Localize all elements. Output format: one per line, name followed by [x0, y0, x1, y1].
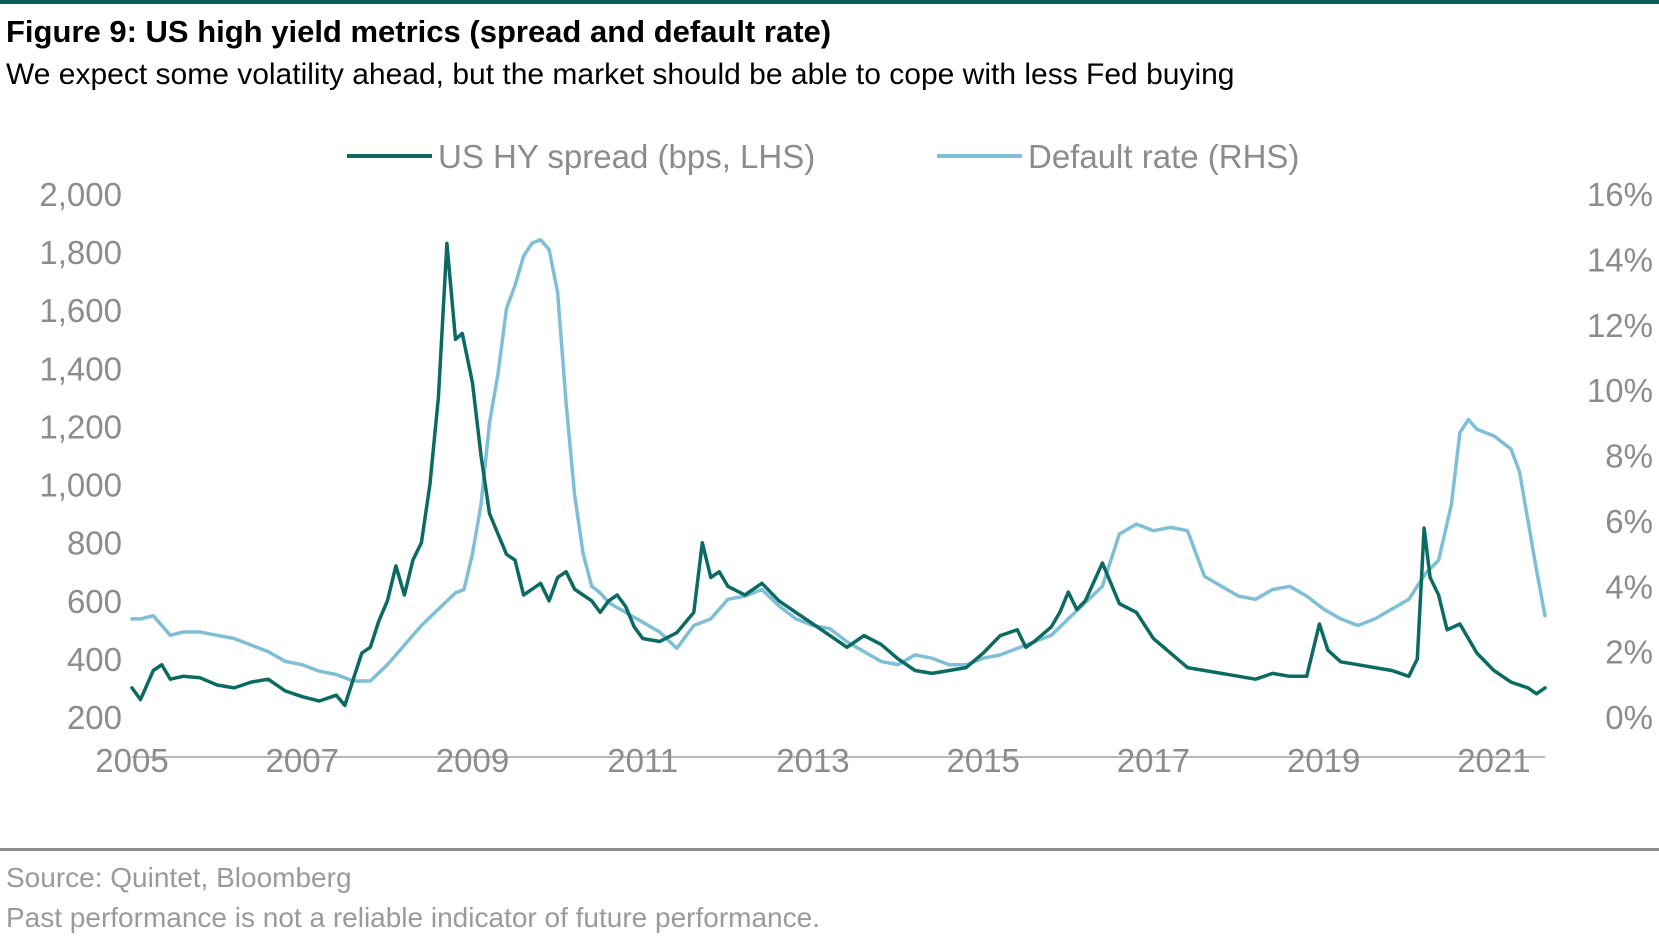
- series-line-spread: [130, 241, 1547, 708]
- y-left-tick-label: 1,600: [39, 292, 122, 329]
- chart: US HY spread (bps, LHS) Default rate (RH…: [39, 138, 1653, 779]
- y-right-tick-label: 14%: [1587, 241, 1653, 278]
- y-right-tick-label: 6%: [1605, 503, 1653, 540]
- x-tick-label: 2015: [946, 742, 1019, 779]
- y-right-tick-label: 0%: [1605, 699, 1653, 736]
- legend-label-default-rate: Default rate (RHS): [1028, 138, 1299, 175]
- chart-subtitle: We expect some volatility ahead, but the…: [6, 58, 1235, 91]
- source-note: Source: Quintet, Bloomberg: [6, 862, 352, 893]
- top-rule: [0, 0, 1659, 4]
- y-left-tick-label: 1,000: [39, 467, 122, 504]
- y-right-tick-label: 2%: [1605, 634, 1653, 671]
- y-right-tick-label: 16%: [1587, 176, 1653, 213]
- legend: US HY spread (bps, LHS) Default rate (RH…: [347, 138, 1299, 175]
- x-tick-label: 2007: [266, 742, 339, 779]
- y-right-tick-label: 10%: [1587, 372, 1653, 409]
- series-layer: [130, 238, 1547, 708]
- y-axis-right: 16% 14% 12% 10% 8% 6% 4% 2% 0%: [1587, 176, 1653, 736]
- y-left-tick-label: 1,400: [39, 350, 122, 387]
- legend-label-spread: US HY spread (bps, LHS): [438, 138, 815, 175]
- y-right-tick-label: 4%: [1605, 568, 1653, 605]
- x-axis: 2005 2007 2009 2011 2013 2015 2017 2019 2021: [95, 742, 1530, 779]
- x-tick-label: 2017: [1117, 742, 1190, 779]
- x-tick-label: 2005: [95, 742, 168, 779]
- y-right-tick-label: 12%: [1587, 307, 1653, 344]
- y-left-tick-label: 600: [67, 583, 122, 620]
- x-tick-label: 2009: [436, 742, 509, 779]
- legend-item-spread: US HY spread (bps, LHS): [347, 138, 815, 175]
- x-tick-label: 2013: [776, 742, 849, 779]
- series-line-default-rate: [130, 238, 1547, 683]
- y-left-tick-label: 2,000: [39, 176, 122, 213]
- y-left-tick-label: 400: [67, 641, 122, 678]
- x-tick-label: 2019: [1287, 742, 1360, 779]
- y-left-tick-label: 200: [67, 699, 122, 736]
- y-right-tick-label: 8%: [1605, 438, 1653, 475]
- y-left-tick-label: 1,800: [39, 234, 122, 271]
- legend-item-default-rate: Default rate (RHS): [937, 138, 1299, 175]
- y-left-tick-label: 1,200: [39, 408, 122, 445]
- disclaimer-note: Past performance is not a reliable indic…: [6, 902, 820, 933]
- bottom-rule: [0, 848, 1659, 851]
- y-left-tick-label: 800: [67, 525, 122, 562]
- x-tick-label: 2011: [607, 742, 678, 779]
- chart-title: Figure 9: US high yield metrics (spread …: [6, 14, 832, 49]
- x-tick-label: 2021: [1457, 742, 1530, 779]
- y-axis-left: 2,000 1,800 1,600 1,400 1,200 1,000 800 600 400 2…: [39, 176, 122, 736]
